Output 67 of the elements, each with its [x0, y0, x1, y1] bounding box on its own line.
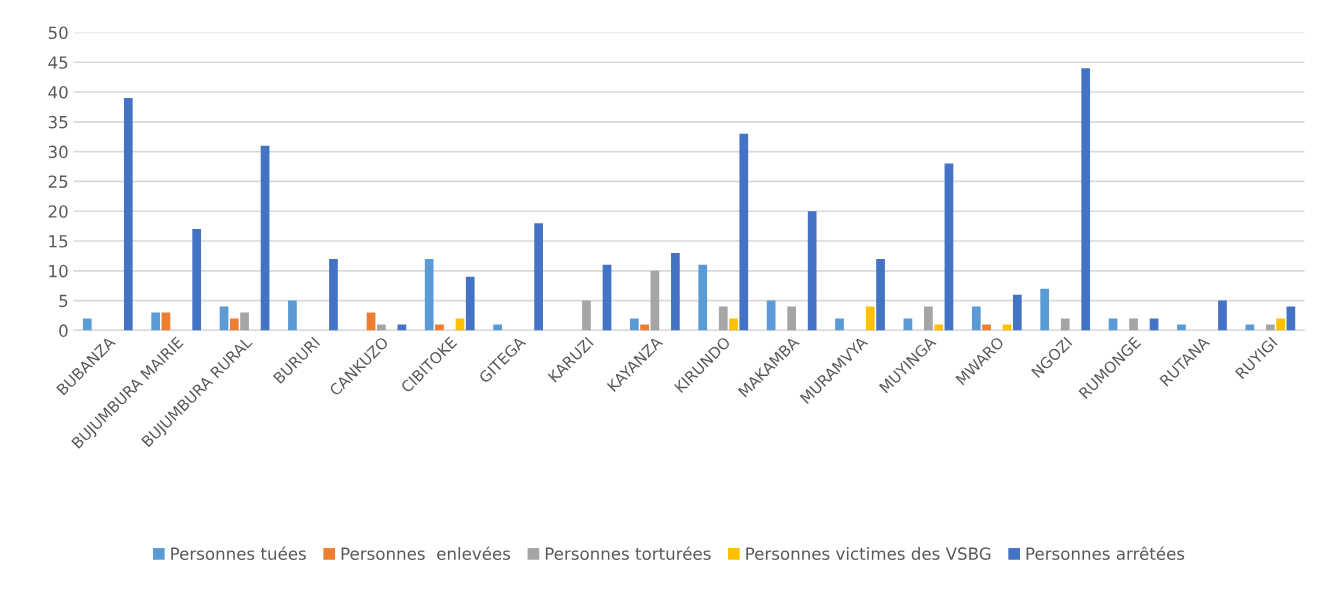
bar — [924, 306, 933, 331]
legend-label: Personnes victimes des VSBG — [746, 547, 991, 560]
bar — [151, 312, 161, 331]
bar — [229, 318, 239, 331]
bar — [640, 324, 649, 331]
bar — [1276, 318, 1285, 331]
bar — [1040, 288, 1050, 331]
legend-label: Personnes tuées — [171, 546, 306, 560]
bar — [1266, 324, 1275, 331]
bar — [1081, 68, 1091, 331]
y-tick-label: 0 — [59, 324, 68, 337]
y-tick-label: 20 — [48, 205, 68, 218]
bar — [240, 312, 249, 331]
bar — [718, 306, 728, 331]
bar — [1149, 318, 1159, 331]
bar — [82, 318, 92, 331]
bar — [807, 211, 817, 331]
bar — [1060, 318, 1070, 331]
bar — [971, 306, 981, 331]
y-tick-label: 50 — [48, 26, 68, 40]
bar — [1218, 300, 1227, 331]
bar — [787, 306, 797, 331]
bar — [729, 318, 738, 331]
y-tick-label: 30 — [48, 145, 68, 159]
bar — [865, 306, 875, 331]
bar — [1108, 318, 1118, 331]
bar — [288, 300, 297, 331]
bar — [944, 163, 954, 331]
bar — [582, 300, 591, 331]
bar — [1012, 294, 1022, 331]
bar — [650, 270, 660, 331]
legend-label: Personnes torturées — [545, 546, 711, 560]
bar — [1245, 324, 1255, 331]
bar — [397, 324, 407, 331]
bar — [123, 98, 133, 331]
y-tick-label: 15 — [49, 235, 68, 248]
bar — [376, 324, 386, 331]
bar — [465, 276, 475, 331]
bar — [602, 264, 612, 331]
bar — [698, 264, 708, 331]
bar — [435, 324, 444, 331]
bar — [534, 223, 543, 331]
bar — [1002, 324, 1012, 331]
bar — [424, 258, 434, 331]
bar — [192, 229, 202, 331]
bar — [934, 324, 944, 331]
bar — [1177, 324, 1186, 331]
bar — [455, 318, 465, 331]
bar — [493, 324, 502, 331]
y-tick-label: 45 — [48, 56, 68, 69]
y-tick-label: 25 — [48, 175, 68, 188]
bar — [982, 324, 991, 331]
bar — [630, 318, 639, 331]
y-tick-label: 10 — [49, 264, 68, 278]
legend-label: Personnes arrêtées — [1026, 546, 1185, 560]
y-tick-label: 40 — [48, 86, 68, 99]
bar — [903, 318, 913, 331]
y-tick-label: 5 — [59, 294, 68, 308]
bar — [671, 252, 680, 331]
bar — [329, 258, 338, 331]
bar — [260, 145, 270, 331]
bar — [1129, 318, 1138, 331]
bar — [739, 133, 749, 331]
bar — [876, 258, 885, 331]
legend-label: Personnes enlevées — [341, 546, 511, 560]
bar — [835, 318, 844, 331]
y-tick-label: 35 — [48, 115, 68, 129]
